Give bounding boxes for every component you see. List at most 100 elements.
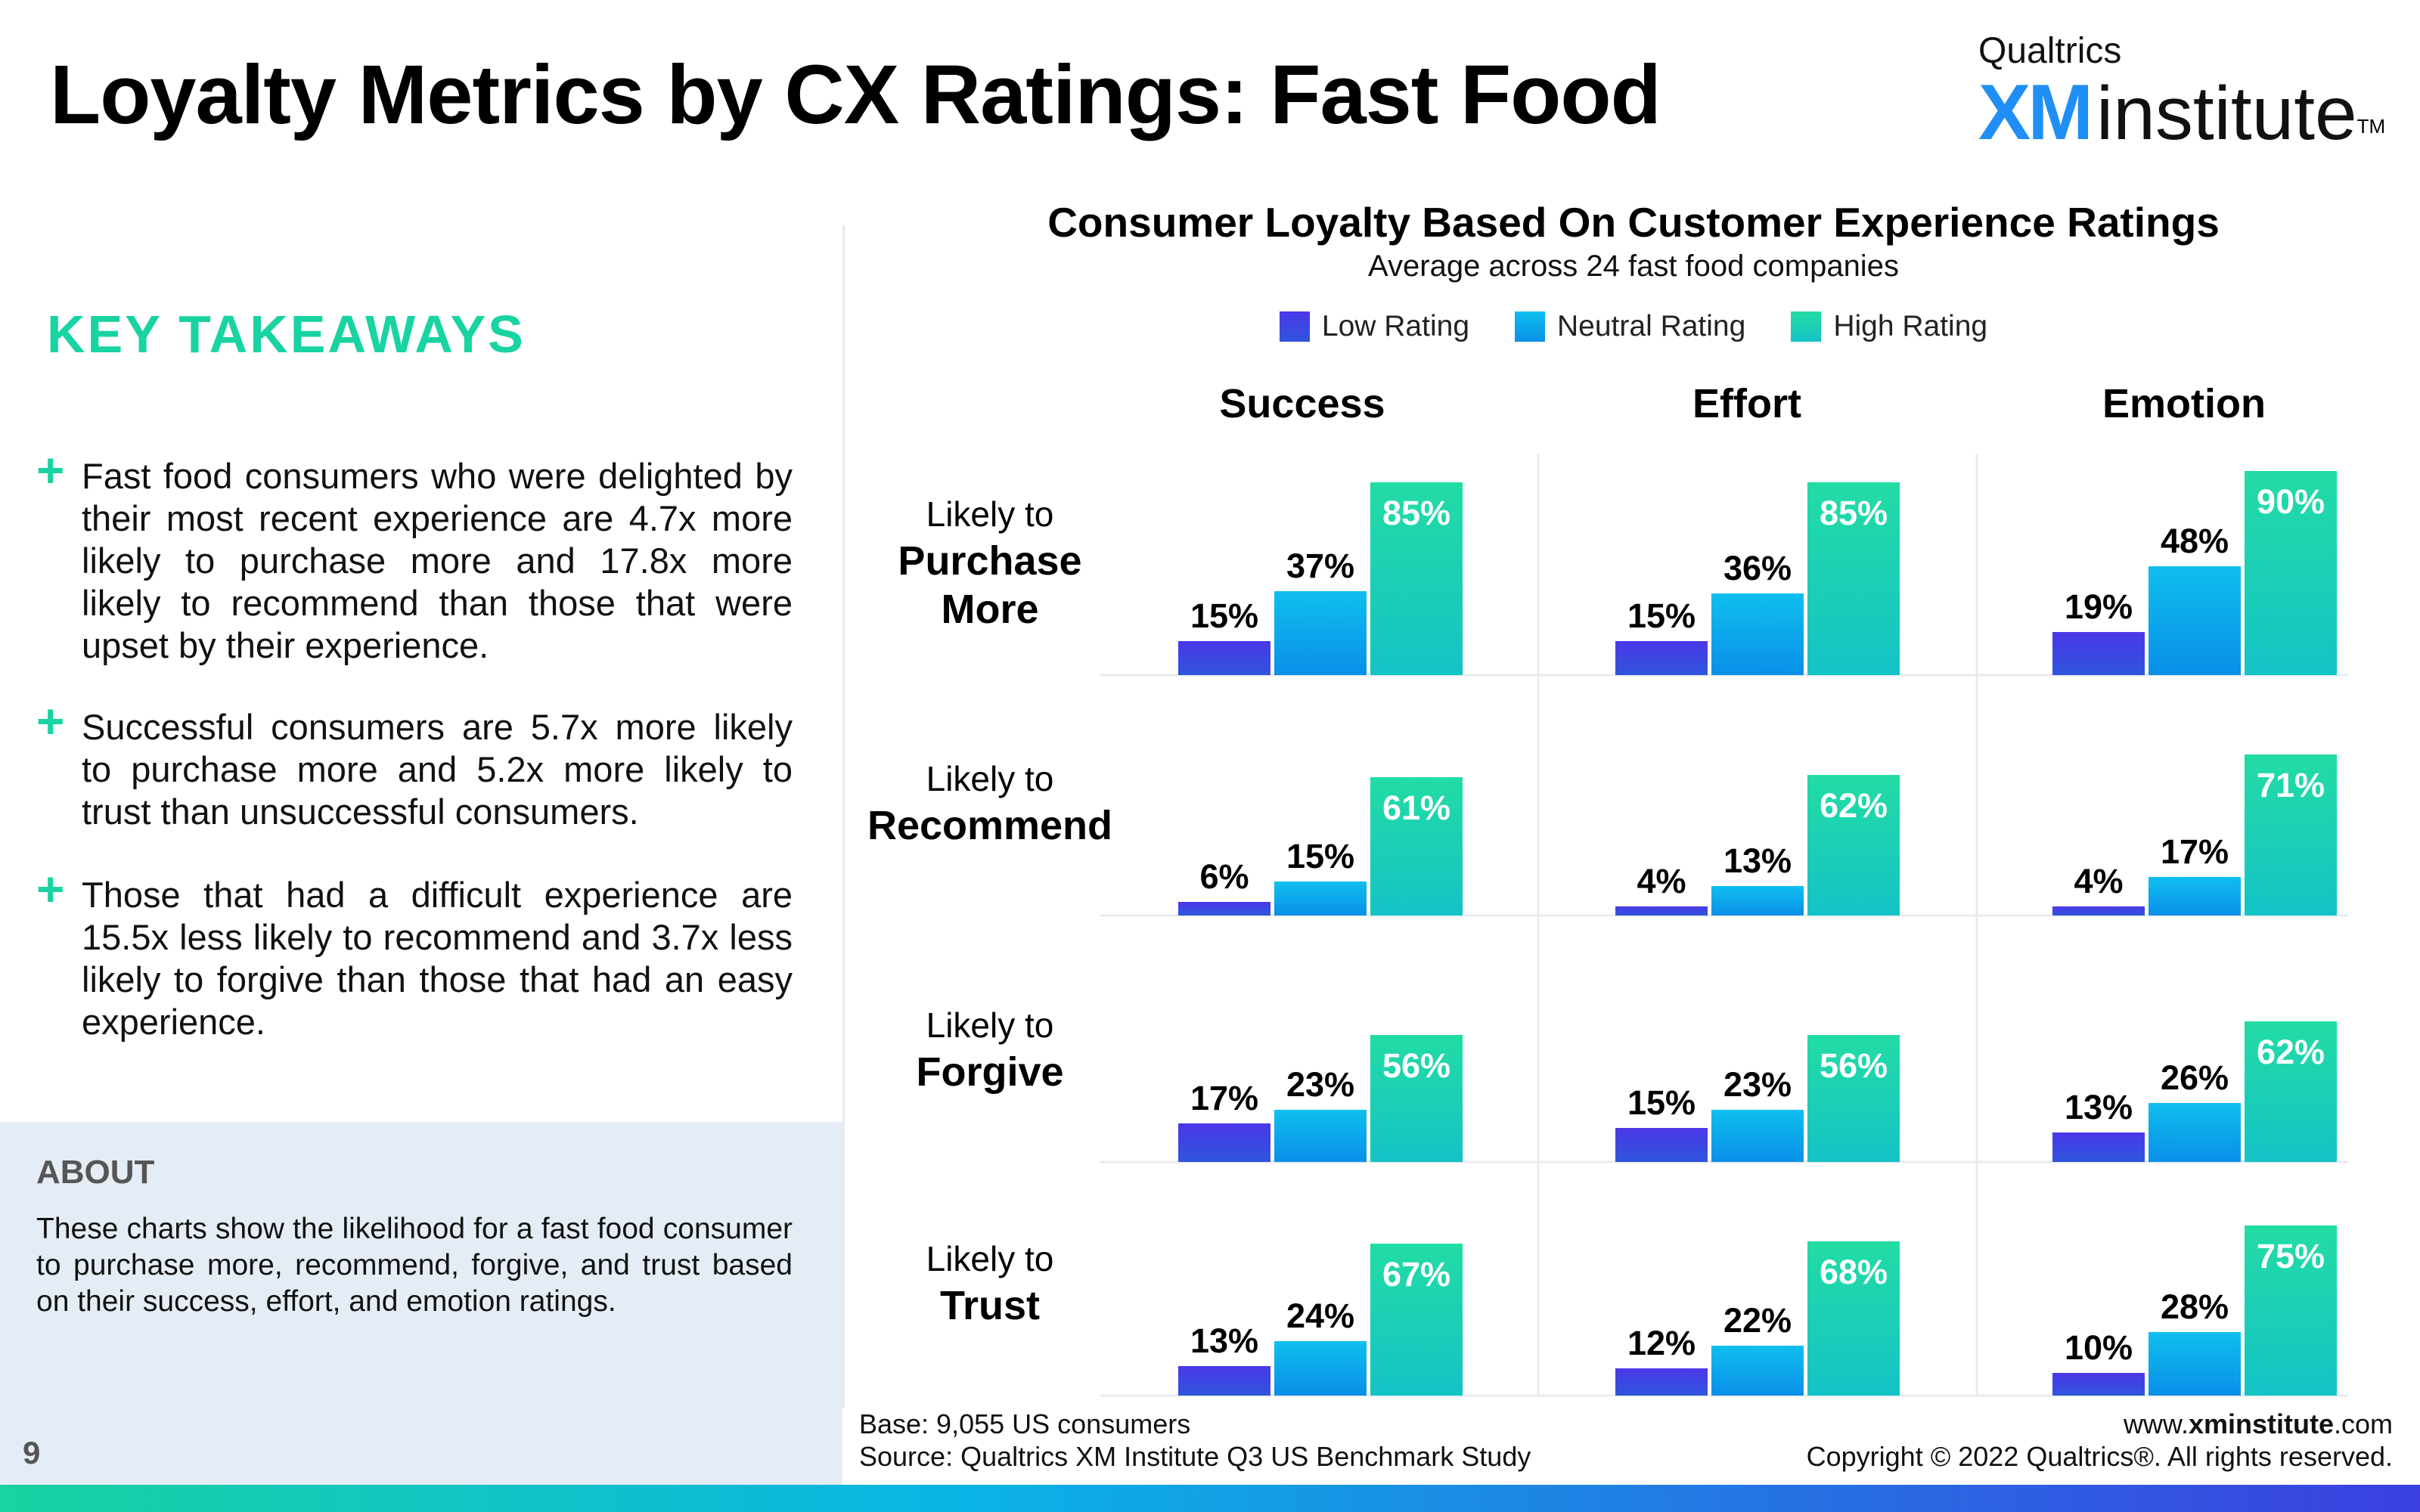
data-label-high: 68% <box>1820 1253 1888 1291</box>
legend-label-high: High Rating <box>1833 310 1988 342</box>
data-label-neutral: 48% <box>2161 522 2229 560</box>
key-takeaways-heading: KEY TAKEAWAYS <box>47 305 526 364</box>
bar-low <box>2052 1132 2145 1162</box>
data-label-high: 56% <box>1382 1046 1450 1085</box>
plus-icon: + <box>36 694 65 748</box>
data-label-neutral: 36% <box>1723 549 1792 587</box>
footer-source: Base: 9,055 US consumers Source: Qualtri… <box>859 1408 1531 1473</box>
bar-high <box>2245 754 2337 916</box>
takeaway-text: Those that had a difficult experience ar… <box>82 875 793 1042</box>
row-label-main: Forgive <box>916 1049 1063 1095</box>
data-label-neutral: 37% <box>1286 547 1354 585</box>
takeaway-text: Successful consumers are 5.7x more likel… <box>82 707 793 832</box>
data-label-high: 62% <box>2257 1033 2325 1071</box>
about-text: These charts show the likelihood for a f… <box>36 1213 793 1318</box>
data-label-neutral: 22% <box>1723 1301 1792 1340</box>
bottom-gradient-bar <box>0 1485 2420 1512</box>
row-label-top: Likely to <box>926 759 1054 798</box>
row-label-main: Recommend <box>867 803 1112 848</box>
data-label-high: 71% <box>2257 766 2325 804</box>
footer-url-prefix: www. <box>2123 1408 2189 1439</box>
row-label-main: More <box>941 587 1038 632</box>
data-label-high: 62% <box>1820 786 1888 825</box>
legend-label-neutral: Neutral Rating <box>1557 310 1746 342</box>
row-label-top: Likely to <box>926 1239 1054 1278</box>
data-label-low: 6% <box>1199 857 1249 896</box>
legend-label-low: Low Rating <box>1321 310 1470 342</box>
data-label-low: 19% <box>2065 587 2133 626</box>
bar-low <box>1178 641 1270 675</box>
footer-url-bold: xminstitute <box>2188 1408 2334 1439</box>
bar-high <box>1807 1241 1900 1396</box>
bar-neutral <box>1274 881 1367 916</box>
bar-high <box>1807 482 1900 675</box>
bar-low <box>2052 906 2145 916</box>
data-label-neutral: 28% <box>2161 1287 2229 1326</box>
data-label-low: 15% <box>1627 1083 1696 1122</box>
bar-high <box>1370 482 1463 675</box>
bar-neutral <box>1274 1341 1367 1396</box>
bar-neutral <box>1274 1110 1367 1162</box>
bar-neutral <box>2149 877 2241 916</box>
bar-neutral <box>1711 1346 1804 1396</box>
legend-swatch-neutral <box>1515 311 1546 342</box>
footer-url[interactable]: www.xminstitute.com <box>1807 1408 2393 1440</box>
about-heading: ABOUT <box>36 1154 155 1191</box>
bar-neutral <box>1711 1110 1804 1162</box>
bar-high <box>2245 1225 2337 1396</box>
logo-wordmark: XMinstituteTM <box>1978 71 2385 178</box>
legend-item-high: High Rating <box>1791 310 1987 343</box>
data-label-neutral: 17% <box>2161 832 2229 871</box>
row-label-main: Trust <box>940 1283 1040 1328</box>
takeaway-item: + Those that had a difficult experience … <box>36 865 793 1043</box>
legend-swatch-low <box>1279 311 1310 342</box>
footer-copyright-text: Copyright © 2022 Qualtrics®. All rights … <box>1806 1441 2393 1472</box>
bar-low <box>1615 1368 1708 1396</box>
footer-base: Base: 9,055 US consumers <box>859 1408 1191 1439</box>
data-label-neutral: 24% <box>1286 1297 1354 1335</box>
data-label-neutral: 13% <box>1723 841 1792 880</box>
bar-neutral <box>2149 566 2241 675</box>
bar-low <box>2052 1373 2145 1396</box>
data-label-low: 17% <box>1190 1079 1258 1117</box>
footer-url-suffix: .com <box>2333 1408 2393 1439</box>
bar-low <box>1615 906 1708 916</box>
takeaway-text: Fast food consumers who were delighted b… <box>82 456 793 665</box>
column-header-effort: Effort <box>1692 381 1801 426</box>
bar-low <box>1615 641 1708 675</box>
data-label-neutral: 15% <box>1286 837 1354 875</box>
footer-source-text: Source: Qualtrics XM Institute Q3 US Ben… <box>859 1441 1531 1472</box>
data-label-low: 15% <box>1190 596 1258 635</box>
page-title: Loyalty Metrics by CX Ratings: Fast Food <box>50 48 1661 141</box>
bar-low <box>1178 902 1270 916</box>
row-label-main: Purchase <box>898 538 1081 584</box>
bar-high <box>1370 777 1463 916</box>
data-label-high: 61% <box>1382 789 1450 827</box>
plus-icon: + <box>36 443 65 497</box>
takeaway-item: + Successful consumers are 5.7x more lik… <box>36 697 793 833</box>
bar-neutral <box>2149 1332 2241 1396</box>
data-label-high: 56% <box>1820 1046 1888 1085</box>
bar-high <box>1370 1244 1463 1396</box>
xm-institute-logo: Qualtrics XMinstituteTM <box>1978 29 2385 155</box>
chart-subtitle: Average across 24 fast food companies <box>1368 249 1899 283</box>
data-label-high: 85% <box>1382 494 1450 532</box>
logo-institute-text: institute <box>2096 71 2357 156</box>
logo-qualtrics-text: Qualtrics <box>1978 31 2122 71</box>
bar-low <box>1178 1123 1270 1162</box>
data-label-neutral: 26% <box>2161 1058 2229 1097</box>
data-label-low: 10% <box>2065 1328 2133 1367</box>
bar-neutral <box>1274 591 1367 675</box>
data-label-low: 13% <box>1190 1321 1258 1360</box>
page-number: 9 <box>23 1435 41 1470</box>
bar-neutral <box>1711 886 1804 916</box>
legend-swatch-high <box>1791 311 1822 342</box>
bar-high <box>1807 1035 1900 1162</box>
chart-title: Consumer Loyalty Based On Customer Exper… <box>1047 199 2220 246</box>
row-label-top: Likely to <box>926 1005 1054 1045</box>
vertical-divider <box>842 225 845 1408</box>
logo-xm-text: XM <box>1978 69 2093 156</box>
chart-legend: Low Rating Neutral Rating High Rating <box>877 310 2390 343</box>
bar-low <box>2052 632 2145 675</box>
